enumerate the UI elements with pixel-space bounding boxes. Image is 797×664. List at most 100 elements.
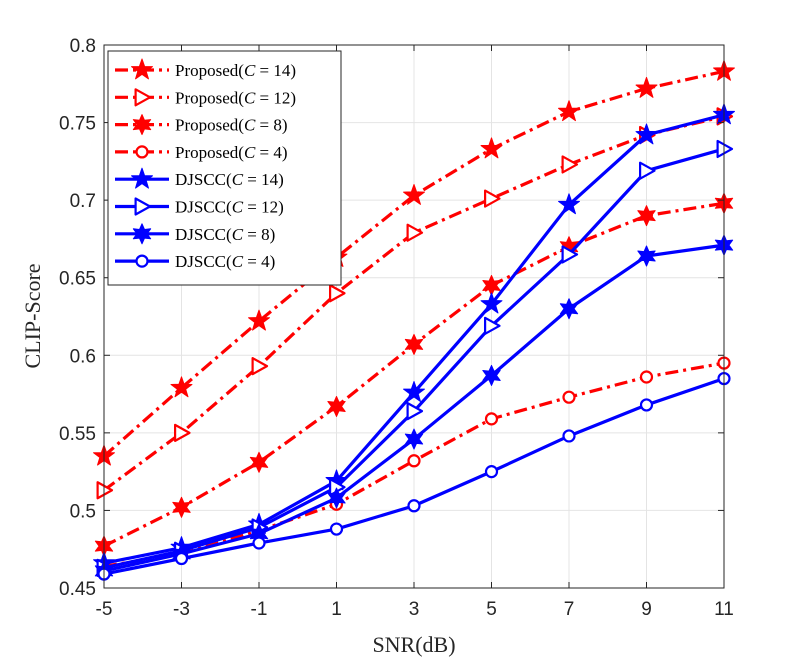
y-tick-label-4: 0.65 — [59, 269, 96, 290]
series-2-point-2 — [249, 451, 269, 473]
y-tick-label-5: 0.7 — [70, 191, 96, 212]
series-1-point-6 — [561, 155, 579, 174]
legend-label-suffix-1: = 12) — [255, 88, 296, 107]
legend-marker-5 — [134, 197, 152, 216]
legend-label-prefix-4: DJSCC( — [175, 170, 232, 189]
legend-label-1: Proposed(C = 12) — [175, 88, 296, 107]
series-7-point-1 — [174, 551, 189, 566]
series-0-point-7 — [635, 76, 658, 98]
legend-label-prefix-6: DJSCC( — [175, 225, 232, 244]
series-4-point-7 — [635, 123, 658, 145]
legend-label-var-7: C — [232, 252, 244, 271]
legend-label-suffix-5: = 12) — [243, 198, 284, 217]
series-3-point-7 — [639, 370, 654, 384]
series-6-point-6 — [559, 298, 579, 320]
series-5-point-4 — [406, 402, 424, 421]
x-tick-label-2: -1 — [251, 599, 268, 620]
series-0-point-4 — [403, 183, 425, 205]
series-7 — [97, 371, 731, 581]
legend-marker-2 — [132, 114, 152, 136]
legend-marker-4 — [131, 167, 153, 189]
series-6-point-5 — [482, 364, 501, 386]
series-2-point-1 — [172, 496, 191, 518]
y-tick-label-6: 0.75 — [59, 114, 96, 135]
series-7-point-3 — [329, 522, 344, 536]
legend-label-7: DJSCC(C = 4) — [175, 252, 275, 271]
series-1-point-3 — [329, 284, 346, 303]
legend-marker-6 — [132, 223, 152, 245]
series-5-point-8 — [716, 139, 734, 159]
x-tick-label-5: 5 — [486, 599, 497, 620]
legend-label-var-6: C — [232, 225, 244, 244]
series-0-line — [102, 69, 725, 458]
legend-label-prefix-2: Proposed( — [175, 116, 244, 135]
legend-marker-7 — [135, 254, 149, 268]
x-axis-title: SNR(dB) — [372, 632, 455, 657]
series-1-point-2 — [251, 357, 269, 376]
legend-label-5: DJSCC(C = 12) — [175, 198, 284, 217]
series-3-point-6 — [562, 390, 576, 404]
legend-label-3: Proposed(C = 4) — [175, 143, 288, 162]
legend-label-var-1: C — [244, 88, 256, 107]
legend-label-prefix-0: Proposed( — [175, 61, 244, 80]
axis-ticks: -5 -3 -1 1 3 5 7 9 11 0.45 0.5 0.55 0.6 0.65 0.7 0.75 0.… — [59, 36, 734, 620]
series-7-point-4 — [407, 499, 421, 513]
legend-label-var-0: C — [244, 61, 256, 80]
series-0-point-1 — [170, 376, 193, 398]
legend-label-prefix-5: DJSCC( — [175, 198, 232, 217]
series-6-point-7 — [637, 245, 656, 267]
series-3-point-4 — [407, 454, 421, 468]
series-2-point-4 — [404, 333, 424, 355]
legend-marker-0 — [131, 58, 153, 80]
x-tick-label-3: 1 — [331, 599, 342, 620]
x-tick-label-7: 9 — [641, 599, 652, 620]
series-7-point-5 — [484, 465, 499, 479]
legend-label-prefix-1: Proposed( — [175, 88, 244, 107]
series-0-point-6 — [558, 100, 580, 122]
series-4-point-5 — [480, 292, 503, 314]
series-5-point-5 — [484, 316, 501, 335]
x-tick-label-8: 11 — [714, 599, 734, 620]
legend-marker-1 — [134, 88, 152, 107]
series-5-point-6 — [561, 245, 579, 264]
series-2-point-7 — [637, 205, 656, 227]
series-1-point-1 — [174, 423, 191, 442]
legend-label-var-2: C — [244, 116, 256, 135]
series-1-point-4 — [406, 223, 424, 242]
series-2-point-3 — [327, 395, 346, 417]
legend-label-prefix-7: DJSCC( — [175, 252, 232, 271]
series-group — [93, 59, 735, 582]
legend-label-prefix-3: Proposed( — [175, 143, 244, 162]
series-7-point-7 — [639, 398, 654, 412]
series-4-point-6 — [558, 193, 580, 215]
series-3-point-5 — [484, 412, 499, 426]
x-tick-label-6: 7 — [564, 599, 575, 620]
y-tick-label-3: 0.6 — [70, 346, 96, 367]
legend-label-suffix-3: = 4) — [255, 143, 287, 162]
legend-label-suffix-2: = 8) — [255, 116, 287, 135]
legend-label-2: Proposed(C = 8) — [175, 116, 288, 135]
legend-label-var-3: C — [244, 143, 256, 162]
legend-label-var-4: C — [232, 170, 244, 189]
series-1-point-5 — [484, 189, 501, 208]
series-6-point-4 — [404, 428, 424, 450]
legend-label-suffix-6: = 8) — [243, 225, 275, 244]
series-0-point-2 — [248, 309, 270, 331]
legend-label-suffix-7: = 4) — [243, 252, 275, 271]
series-4-point-4 — [403, 381, 425, 402]
legend: Proposed(C = 14)Proposed(C = 12)Proposed… — [107, 50, 342, 286]
x-tick-label-4: 3 — [409, 599, 420, 620]
x-tick-label-0: -5 — [96, 599, 113, 620]
legend-label-6: DJSCC(C = 8) — [175, 225, 275, 244]
y-tick-label-1: 0.5 — [70, 501, 96, 522]
legend-marker-3 — [135, 145, 149, 159]
y-tick-label-2: 0.55 — [59, 424, 96, 445]
y-axis-title: CLIP-Score — [20, 263, 45, 368]
legend-label-suffix-0: = 14) — [255, 61, 296, 80]
series-7-point-6 — [562, 429, 576, 443]
series-6-point-3 — [327, 487, 346, 509]
legend-box — [107, 50, 342, 286]
y-tick-label-7: 0.8 — [70, 36, 96, 57]
y-tick-label-0: 0.45 — [59, 579, 96, 600]
